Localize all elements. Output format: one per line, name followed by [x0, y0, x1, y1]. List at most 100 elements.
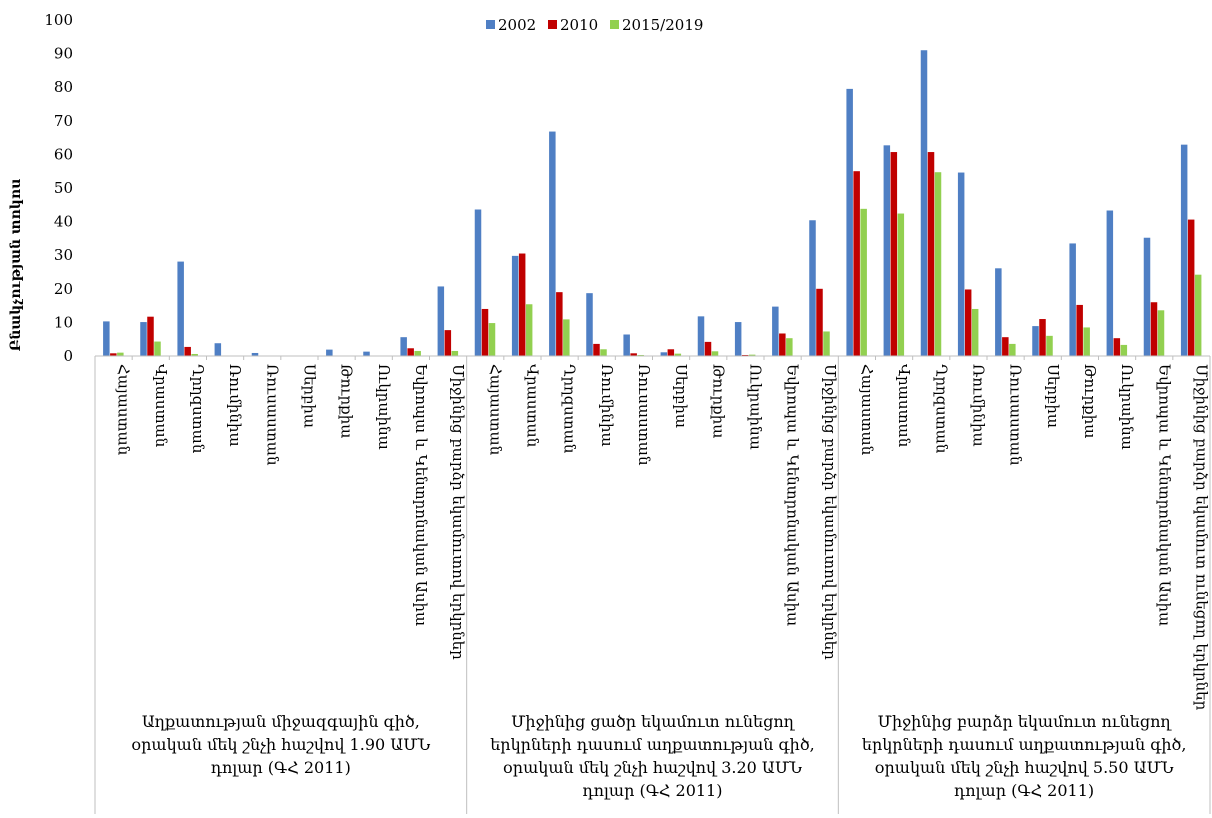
y-tick-label: 80 [54, 78, 73, 96]
bar-2010 [1039, 319, 1046, 356]
bar-2010 [1151, 302, 1158, 356]
bar-2002 [995, 268, 1002, 356]
bar-2015/2019 [600, 349, 607, 356]
bar-2002 [475, 210, 482, 356]
bar-2015/2019 [489, 323, 496, 356]
bar-2002 [1144, 238, 1151, 356]
x-tick-label: Թուրքիա [709, 364, 727, 438]
x-tick-label: Ղրղզստան [189, 364, 207, 454]
x-tick-label: Թուրքիա [1081, 364, 1099, 438]
bar-2010 [705, 342, 712, 356]
x-tick-label: Հայաստան [486, 364, 504, 456]
bar-2002 [586, 293, 593, 356]
bar-2002 [363, 352, 370, 356]
bar-2015/2019 [1195, 275, 1202, 356]
legend-swatch-2010 [548, 20, 557, 29]
bar-2002 [512, 256, 518, 356]
bars [103, 50, 1201, 356]
bar-2010 [184, 347, 191, 356]
x-tick-label: Ղրղզստան [561, 364, 579, 454]
group-label-line: Աղքատության միջազգային գիծ, [142, 712, 420, 731]
y-tick-label: 10 [54, 313, 73, 331]
bar-2002 [661, 352, 668, 356]
y-tick-label: 20 [54, 280, 73, 298]
bar-2010 [816, 289, 823, 356]
bar-2010 [1076, 305, 1083, 356]
x-tick-label: Ռուսաստան [1007, 364, 1025, 466]
bar-2015/2019 [972, 309, 979, 356]
bar-2010 [556, 292, 563, 356]
x-tick-label: Ուկրաինա [375, 364, 393, 450]
bar-2010 [593, 344, 600, 356]
bar-2010 [853, 171, 860, 356]
bar-2002 [549, 132, 556, 356]
bar-2015/2019 [935, 172, 942, 356]
bar-2010 [1002, 337, 1009, 356]
bar-2015/2019 [1083, 327, 1090, 356]
y-tick-label: 70 [54, 112, 73, 130]
bar-2010 [407, 348, 414, 356]
bar-2010 [147, 317, 154, 356]
x-tick-label: Միջինից բարձր եկամուտով երկրներ [821, 364, 839, 660]
bar-2010 [965, 289, 972, 356]
bar-2002 [103, 321, 110, 356]
bar-2015/2019 [154, 342, 161, 356]
x-tick-label: Հայաստան [858, 364, 876, 456]
bar-2015/2019 [1121, 345, 1128, 356]
bar-2010 [445, 330, 452, 356]
group-label-line: երկրների դասում աղքատության գիծ, [862, 735, 1187, 754]
group-label-line: դոլար (ԳՀ 2011) [583, 781, 723, 800]
x-tick-label: Վրաստան [152, 364, 170, 448]
bar-2015/2019 [898, 214, 905, 356]
bar-2002 [772, 307, 779, 356]
legend-swatch-2002 [486, 20, 495, 29]
bar-2015/2019 [823, 331, 830, 356]
bar-2002 [921, 50, 928, 356]
x-tick-label: Սերբիա [300, 364, 318, 428]
bar-2002 [1032, 326, 1039, 356]
bar-2015/2019 [786, 338, 793, 356]
x-tick-label: Ռումինիա [598, 364, 616, 447]
bar-2015/2019 [1009, 344, 1016, 356]
bar-2002 [846, 89, 853, 356]
x-tick-label: Միջինից բարձր եկամուտ ունեցող երկրներ [1192, 364, 1210, 711]
y-tick-label: 0 [63, 347, 73, 365]
bar-2002 [884, 145, 891, 356]
bar-2010 [1188, 220, 1195, 356]
group-label-line: օրական մեկ շնչի հաշվով 5.50 ԱՄՆ [875, 758, 1174, 777]
bar-2015/2019 [526, 304, 533, 356]
bar-2015/2019 [1046, 336, 1053, 356]
y-axis-label: Բնակչության տոկոս [8, 179, 24, 352]
group-label-line: օրական մեկ շնչի հաշվով 3.20 ԱՄՆ [503, 758, 802, 777]
bar-2010 [928, 152, 935, 356]
y-tick-label: 30 [54, 246, 73, 264]
x-tick-label: Եվրոպա և Կենտրոնական Ասիա [412, 364, 430, 626]
group-label-line: երկրների դասում աղքատության գիծ, [490, 735, 815, 754]
x-tick-label: Հայաստան [115, 364, 133, 456]
bar-2015/2019 [563, 319, 570, 356]
bar-2015/2019 [712, 351, 719, 356]
bar-2015/2019 [414, 351, 421, 356]
bar-2015/2019 [117, 353, 124, 356]
x-tick-label: Վրաստան [523, 364, 541, 448]
bar-2002 [400, 337, 407, 356]
bar-2010 [779, 333, 786, 356]
x-tick-label: Թուրքիա [338, 364, 356, 438]
bar-2015/2019 [452, 351, 459, 356]
bar-2002 [140, 322, 147, 356]
bar-2010 [519, 254, 526, 356]
bar-2015/2019 [1158, 310, 1165, 356]
x-tick-label: Սերբիա [1044, 364, 1062, 428]
bar-2002 [958, 173, 965, 356]
x-tick-label: Ռումինիա [226, 364, 244, 447]
legend-swatch-2015/2019 [610, 20, 619, 29]
group-label-line: դոլար (ԳՀ 2011) [211, 758, 351, 777]
bar-2010 [1114, 338, 1121, 356]
x-tick-label: Սերբիա [672, 364, 690, 428]
y-tick-label: 40 [54, 213, 73, 231]
